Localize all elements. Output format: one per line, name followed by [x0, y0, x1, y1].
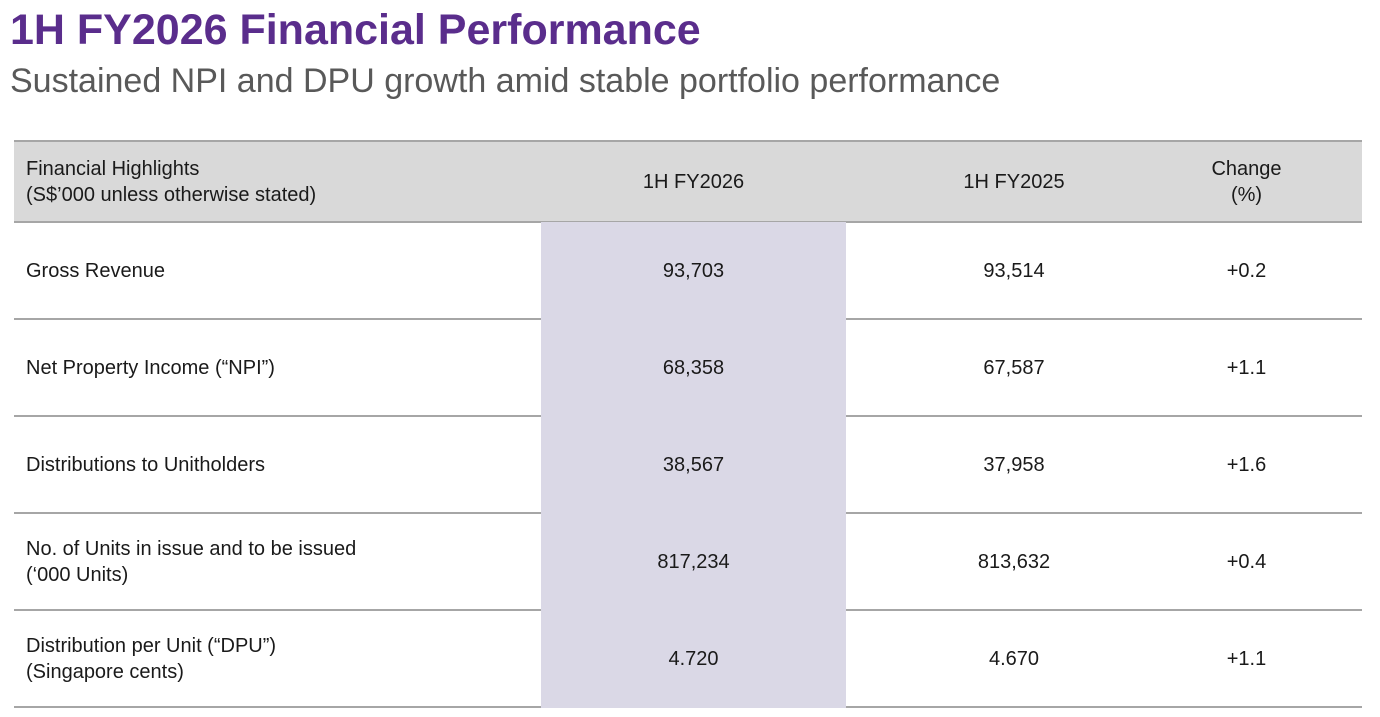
table-cell: No. of Units in issue and to be issued (‘…	[26, 537, 357, 586]
financial-highlights-table: Financial Highlights (S$’000 unless other…	[14, 140, 1362, 708]
column-header: Change (%)	[1211, 157, 1282, 206]
table-cell: 813,632	[977, 550, 1051, 573]
table-cell: Distributions to Unitholders	[26, 453, 265, 476]
table-cell: +0.4	[1226, 550, 1267, 573]
table-cell: Gross Revenue	[26, 259, 165, 282]
table-cell: 93,514	[983, 259, 1045, 282]
table-cell: 93,703	[541, 222, 846, 320]
page-title: 1H FY2026 Financial Performance	[10, 6, 701, 54]
table-cell: 68,358	[541, 319, 846, 417]
table-row: Distribution per Unit (“DPU”) (Singapore …	[14, 610, 1362, 708]
table-row: Net Property Income (“NPI”) 68,358 67,587 +…	[14, 319, 1362, 417]
table-cell: +0.2	[1226, 259, 1267, 282]
table-cell: +1.1	[1226, 356, 1267, 379]
table-cell: 4.670	[988, 647, 1040, 670]
table-row: Gross Revenue 93,703 93,514 +0.2	[14, 222, 1362, 320]
table-cell: Distribution per Unit (“DPU”) (Singapore …	[26, 634, 277, 683]
column-header: 1H FY2026	[642, 170, 745, 193]
table-cell: 817,234	[541, 513, 846, 611]
table-row: No. of Units in issue and to be issued (‘…	[14, 513, 1362, 611]
page-subtitle: Sustained NPI and DPU growth amid stable…	[10, 62, 1001, 100]
column-header: 1H FY2025	[963, 170, 1065, 193]
table-header-row: Financial Highlights (S$’000 unless other…	[14, 140, 1362, 223]
table-cell: 38,567	[541, 416, 846, 514]
table-cell: 67,587	[983, 356, 1045, 379]
table-cell: +1.1	[1226, 647, 1267, 670]
table-row: Distributions to Unitholders 38,567 37,958…	[14, 416, 1362, 514]
table-cell: 4.720	[541, 610, 846, 708]
table-cell: +1.6	[1226, 453, 1267, 476]
column-header: Financial Highlights (S$’000 unless other…	[26, 157, 317, 206]
table-cell: Net Property Income (“NPI”)	[26, 356, 275, 379]
table-cell: 37,958	[983, 453, 1045, 476]
